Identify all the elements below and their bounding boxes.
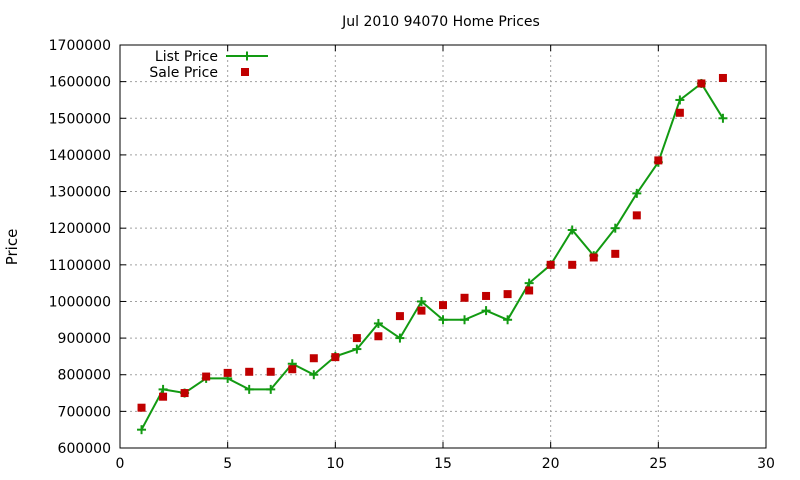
legend-label-sale-price: Sale Price [149, 65, 218, 81]
x-tick-label: 30 [757, 456, 775, 472]
x-tick-label: 25 [649, 456, 667, 472]
sale-price-point [245, 367, 254, 376]
sale-price-point [546, 260, 555, 269]
sale-price-point [632, 211, 641, 220]
legend-marker-list-price [242, 51, 252, 61]
sale-price-point [525, 286, 534, 295]
list-price-point [244, 384, 254, 394]
sale-price-point [417, 306, 426, 315]
x-tick-label: 10 [326, 456, 344, 472]
y-tick-label: 1500000 [49, 111, 111, 127]
list-price-point [266, 384, 276, 394]
list-price-point [675, 95, 685, 105]
x-tick-label: 0 [116, 456, 125, 472]
y-tick-label: 1600000 [49, 75, 111, 91]
chart-title: Jul 2010 94070 Home Prices [341, 14, 540, 30]
sale-price-point [137, 403, 146, 412]
sale-price-point [202, 372, 211, 381]
list-price-point [567, 225, 577, 235]
y-tick-label: 1000000 [49, 294, 111, 310]
sale-price-point [331, 353, 340, 362]
sale-price-point [675, 108, 684, 117]
y-tick-label: 700000 [58, 404, 111, 420]
y-axis-label: Price [3, 229, 21, 266]
list-price-point [352, 344, 362, 354]
grid [120, 45, 766, 448]
sale-price-point [568, 260, 577, 269]
x-tick-label: 15 [434, 456, 452, 472]
list-price-point [718, 113, 728, 123]
list-price-point [416, 296, 426, 306]
list-price-point [632, 188, 642, 198]
sale-price-point [395, 312, 404, 321]
sale-price-point [266, 367, 275, 376]
sale-price-point [718, 73, 727, 82]
list-price-point [395, 333, 405, 343]
axis-ticks: 600000 700000 800000 900000 1000000 1100000 12… [49, 38, 775, 472]
sale-price-point [159, 392, 168, 401]
x-tick-label: 5 [223, 456, 232, 472]
list-price-point [524, 278, 534, 288]
legend-marker-sale-price [241, 68, 249, 76]
legend-label-list-price: List Price [155, 49, 218, 65]
list-price-point [610, 223, 620, 233]
sale-price-point [352, 334, 361, 343]
list-price-line [140, 82, 724, 431]
y-tick-label: 600000 [58, 441, 111, 457]
sale-price-point [482, 291, 491, 300]
series-layer [137, 73, 728, 435]
list-price-point [137, 425, 147, 435]
y-tick-label: 1100000 [49, 258, 111, 274]
list-price-point [438, 315, 448, 325]
list-price-point [309, 370, 319, 380]
sale-price-point [503, 290, 512, 299]
y-tick-label: 1700000 [49, 38, 111, 54]
list-price-point [503, 315, 513, 325]
y-tick-label: 1200000 [49, 221, 111, 237]
sale-price-point [374, 332, 383, 341]
list-price-point [158, 384, 168, 394]
list-price-point [373, 318, 383, 328]
plot-frame [119, 44, 767, 449]
sale-price-point [439, 301, 447, 310]
y-tick-label: 1400000 [49, 148, 111, 164]
sale-price-point [611, 249, 620, 258]
list-price-point [460, 315, 470, 325]
sale-price-point [654, 156, 663, 165]
sale-price-point [180, 389, 189, 398]
sale-price-point [589, 253, 598, 262]
y-tick-label: 900000 [58, 331, 111, 347]
sale-price-point [223, 368, 232, 377]
sale-price-point [309, 354, 318, 363]
list-price-point [481, 306, 491, 316]
sale-price-point [697, 79, 706, 88]
y-tick-label: 1300000 [49, 185, 111, 201]
x-tick-label: 20 [542, 456, 560, 472]
sale-price-point [288, 365, 297, 374]
y-tick-label: 800000 [58, 368, 111, 384]
sale-price-point [460, 293, 469, 302]
